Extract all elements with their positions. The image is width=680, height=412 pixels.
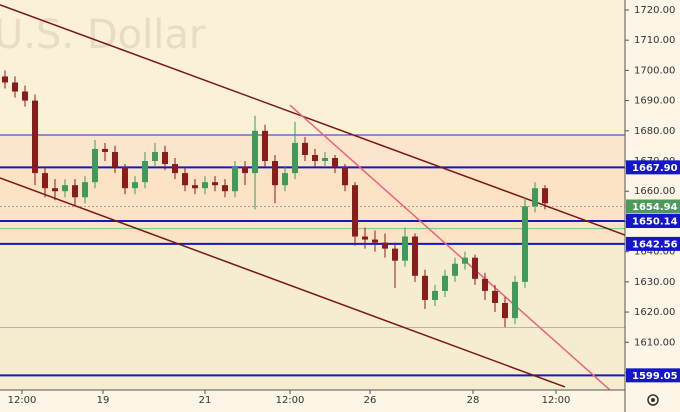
zone bbox=[0, 243, 625, 390]
candle-body bbox=[112, 151, 118, 168]
x-tick-label: 28 bbox=[467, 395, 480, 406]
candle-body bbox=[482, 278, 488, 291]
candle-body bbox=[392, 248, 398, 261]
candle-body bbox=[432, 290, 438, 300]
x-tick-label: 12:00 bbox=[542, 395, 571, 406]
candle-body bbox=[352, 185, 358, 237]
y-tick-label: 1610.00 bbox=[634, 337, 675, 348]
y-tick-label: 1700.00 bbox=[634, 65, 675, 76]
price-box bbox=[626, 160, 680, 175]
candle-body bbox=[82, 182, 88, 198]
candle-body bbox=[22, 91, 28, 101]
y-tick-label: 1710.00 bbox=[634, 35, 675, 46]
price-box-label: 1650.14 bbox=[632, 217, 678, 228]
candle-body bbox=[272, 161, 278, 186]
price-box bbox=[626, 214, 680, 229]
gear[interactable] bbox=[647, 394, 659, 406]
y-tick-label: 1720.00 bbox=[634, 5, 675, 16]
candle-body bbox=[382, 242, 388, 249]
candle-body bbox=[262, 130, 268, 162]
trendline bbox=[0, 4, 626, 236]
candle-body bbox=[32, 100, 38, 174]
trendline bbox=[289, 104, 611, 391]
candle-body bbox=[412, 236, 418, 276]
candle-body bbox=[152, 151, 158, 162]
candle-body bbox=[222, 185, 228, 192]
watermark-title: U.S. Dollar bbox=[0, 12, 206, 58]
zone bbox=[0, 167, 625, 244]
price-box bbox=[626, 199, 680, 214]
price-box-label: 1667.90 bbox=[632, 163, 678, 174]
price-box bbox=[626, 236, 680, 251]
candle-body bbox=[232, 167, 238, 192]
candle-body bbox=[92, 148, 98, 183]
candle-body bbox=[322, 157, 328, 162]
candle-body bbox=[362, 236, 368, 240]
candle-body bbox=[332, 157, 338, 168]
gear-center[interactable] bbox=[651, 398, 655, 402]
candle-body bbox=[252, 130, 258, 174]
candle-body bbox=[502, 302, 508, 319]
x-tick-label: 26 bbox=[364, 395, 377, 406]
candle-body bbox=[462, 257, 468, 264]
x-tick-label: 21 bbox=[199, 395, 212, 406]
candle-body bbox=[452, 263, 458, 276]
candle-body bbox=[192, 185, 198, 189]
price-box-label: 1642.56 bbox=[632, 239, 678, 250]
price-box-label: 1654.94 bbox=[632, 202, 678, 213]
candle-body bbox=[122, 167, 128, 189]
settings-icon[interactable] bbox=[647, 394, 659, 406]
candle-body bbox=[492, 290, 498, 303]
candle-body bbox=[72, 185, 78, 198]
x-tick-label: 12:00 bbox=[8, 395, 37, 406]
candle-body bbox=[202, 182, 208, 189]
candle-body bbox=[12, 82, 18, 92]
y-tick-label: 1690.00 bbox=[634, 96, 675, 107]
time-axis bbox=[0, 390, 625, 412]
trendline bbox=[0, 177, 566, 388]
candle-body bbox=[2, 76, 8, 83]
candle-body bbox=[442, 275, 448, 291]
candle-body bbox=[542, 188, 548, 204]
price-box-label: 1599.05 bbox=[632, 371, 678, 382]
candle-body bbox=[142, 161, 148, 183]
candle-body bbox=[132, 182, 138, 189]
candle-body bbox=[242, 167, 248, 174]
candle-body bbox=[172, 164, 178, 174]
y-tick-label: 1620.00 bbox=[634, 307, 675, 318]
candle-body bbox=[52, 188, 58, 192]
y-tick-label: 1630.00 bbox=[634, 277, 675, 288]
candle-body bbox=[372, 239, 378, 243]
candle-body bbox=[512, 281, 518, 319]
candle-body bbox=[472, 257, 478, 279]
y-tick-label: 1660.00 bbox=[634, 186, 675, 197]
candle-body bbox=[42, 173, 48, 189]
x-tick-label: 12:00 bbox=[276, 395, 305, 406]
y-tick-label: 1640.00 bbox=[634, 247, 675, 258]
candle-body bbox=[532, 188, 538, 207]
candle-body bbox=[302, 142, 308, 155]
candle-body bbox=[162, 151, 168, 165]
candle-body bbox=[422, 275, 428, 300]
candle-body bbox=[182, 173, 188, 186]
candle-body bbox=[62, 185, 68, 192]
candle-body bbox=[292, 142, 298, 174]
candle-body bbox=[212, 182, 218, 186]
candle-body bbox=[342, 167, 348, 186]
candle-body bbox=[522, 206, 528, 282]
candle-body bbox=[312, 154, 318, 162]
x-tick-label: 19 bbox=[97, 395, 110, 406]
price-box bbox=[626, 368, 680, 383]
y-tick-label: 1680.00 bbox=[634, 126, 675, 137]
candle-body bbox=[282, 173, 288, 186]
candle-body bbox=[402, 236, 408, 261]
candle-body bbox=[102, 148, 108, 152]
